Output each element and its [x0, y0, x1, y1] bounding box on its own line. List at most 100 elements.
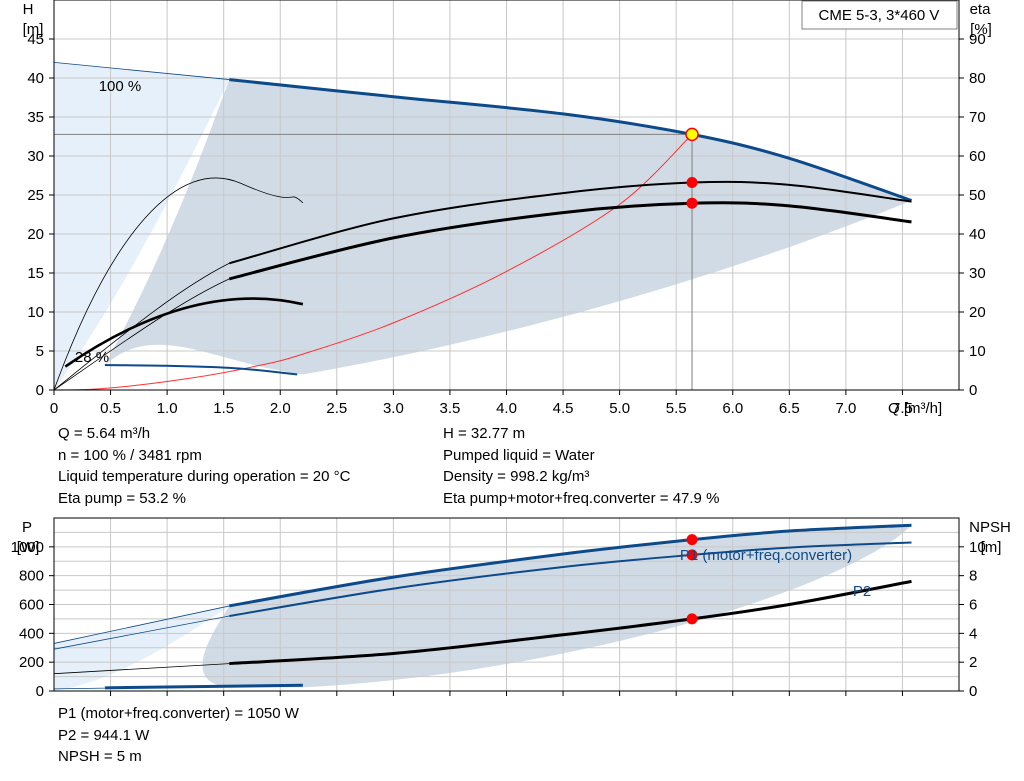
lower-operating-area	[202, 525, 912, 688]
temperature-result: Liquid temperature during operation = 20…	[58, 468, 351, 485]
upper-left-axis-title: H	[23, 1, 34, 18]
lower-light-area	[54, 605, 230, 691]
head-extension-line	[53, 62, 230, 80]
npsh-tick-label: 8	[969, 568, 977, 585]
p2-curve	[229, 541, 912, 617]
npsh-tick-label: 0	[969, 683, 977, 700]
npsh-result: NPSH = 5 m	[58, 748, 142, 765]
y-left-tick-label: 5	[36, 343, 44, 360]
x-tick-label: 2.5	[326, 400, 347, 417]
p2-duty-point	[686, 549, 698, 561]
y-right-tick-label: 20	[969, 304, 986, 321]
speed-min-label: 28 %	[75, 349, 109, 366]
p-tick-label: 800	[19, 568, 44, 585]
npsh-tick-label: 2	[969, 654, 977, 671]
results-bottom: P1 (motor+freq.converter) = 1050 W P2 = …	[58, 703, 299, 768]
y-left-tick-label: 25	[27, 187, 44, 204]
eta-pump-duty-point	[686, 177, 698, 189]
y-left-tick-label: 35	[27, 109, 44, 126]
lower-grid	[54, 518, 959, 691]
p-tick-label: 400	[19, 625, 44, 642]
p-tick-label: 600	[19, 597, 44, 614]
eta-total-curve	[228, 201, 912, 281]
p-min-extension	[53, 687, 105, 690]
x-tick-label: 5.5	[666, 400, 687, 417]
flow-result: Q = 5.64 m³/h	[58, 425, 151, 442]
p1-duty-point	[686, 534, 698, 546]
system-curve	[53, 134, 693, 391]
npsh-tick-label: 10	[969, 539, 986, 556]
y-left-tick-label: 40	[27, 70, 44, 87]
y-left-tick-label: 10	[27, 304, 44, 321]
results-top-right: H = 32.77 m Pumped liquid = Water Densit…	[443, 423, 719, 509]
y-right-tick-label: 80	[969, 70, 986, 87]
x-tick-label: 7.5	[892, 400, 913, 417]
y-right-tick-label: 70	[969, 109, 986, 126]
eta-min-speed-curve	[64, 297, 304, 368]
y-left-tick-label: 45	[27, 31, 44, 48]
y-left-tick-label: 0	[36, 382, 44, 399]
x-tick-label: 1.0	[157, 400, 178, 417]
lower-left-axis-unit: [W]	[17, 539, 40, 556]
upper-right-axis-title: eta	[970, 1, 992, 18]
y-right-tick-label: 90	[969, 31, 986, 48]
p1-result: P1 (motor+freq.converter) = 1050 W	[58, 705, 299, 722]
p-tick-label: 0	[36, 683, 44, 700]
y-right-tick-label: 10	[969, 343, 986, 360]
p2-curve-label: P2	[853, 583, 871, 600]
p1-curve-label: P1 (motor+freq.converter)	[680, 547, 852, 564]
results-top-left: Q = 5.64 m³/h n = 100 % / 3481 rpm Liqui…	[58, 423, 350, 509]
eta-total-extension-line	[53, 278, 230, 391]
upper-right-axis-unit: [%]	[970, 21, 992, 38]
p2-result: P2 = 944.1 W	[58, 726, 150, 744]
x-tick-label: 5.0	[609, 400, 630, 417]
p-tick-label: 200	[19, 654, 44, 671]
speed-max-label: 100 %	[99, 78, 142, 95]
p1-curve	[229, 523, 912, 608]
lower-right-axis-unit: [m]	[981, 539, 1002, 556]
y-right-tick-label: 50	[969, 187, 986, 204]
y-right-tick-label: 60	[969, 148, 986, 165]
density-result: Density = 998.2 kg/m³	[443, 468, 590, 485]
p2-extension-line	[53, 615, 230, 650]
x-tick-label: 7.0	[835, 400, 856, 417]
lower-right-axis-title: NPSH	[969, 519, 1011, 536]
x-tick-label: 4.0	[496, 400, 517, 417]
legend-box-label: CME 5-3, 3*460 V	[819, 7, 940, 24]
speed-result: n = 100 % / 3481 rpm	[58, 446, 202, 464]
npsh-tick-label: 6	[969, 597, 977, 614]
x-tick-label: 1.5	[213, 400, 234, 417]
y-left-tick-label: 30	[27, 148, 44, 165]
npsh-duty-point	[686, 613, 698, 625]
y-right-tick-label: 40	[969, 226, 986, 243]
x-tick-label: 0.5	[100, 400, 121, 417]
eta-total-result: Eta pump+motor+freq.converter = 47.9 %	[443, 489, 720, 507]
p-min-speed-curve	[104, 683, 303, 690]
npsh-tick-label: 4	[969, 625, 977, 642]
legend-box	[801, 0, 958, 30]
x-tick-label: 0	[50, 400, 58, 417]
y-left-tick-label: 20	[27, 226, 44, 243]
x-tick-label: 2.0	[270, 400, 291, 417]
operating-area	[104, 79, 912, 375]
y-right-tick-label: 30	[969, 265, 986, 282]
head-curve-28	[104, 364, 298, 376]
upper-grid	[54, 0, 959, 390]
x-tick-label: 6.5	[779, 400, 800, 417]
eta-total-duty-point	[686, 197, 698, 209]
head-curve-100	[229, 78, 912, 202]
y-right-tick-label: 0	[969, 382, 977, 399]
p1-extension-line	[53, 605, 230, 644]
npsh-curve	[229, 579, 912, 666]
head-duty-point	[685, 127, 699, 142]
eta-pump-curve	[229, 180, 912, 265]
upper-left-axis-unit: [m]	[23, 21, 44, 38]
x-tick-label: 3.0	[383, 400, 404, 417]
head-result: H = 32.77 m	[443, 425, 526, 442]
npsh-extension-line	[53, 663, 230, 675]
eta-extension-line	[53, 262, 230, 391]
eta-pump-result: Eta pump = 53.2 %	[58, 489, 186, 507]
lower-left-axis-title: P	[22, 519, 32, 536]
y-left-tick-label: 15	[27, 265, 44, 282]
